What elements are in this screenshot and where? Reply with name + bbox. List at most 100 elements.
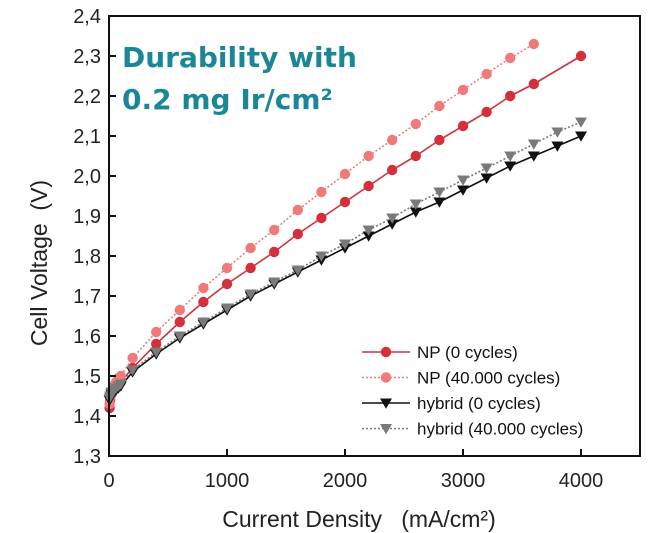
data-point xyxy=(126,365,139,376)
legend-label: hybrid (0 cycles) xyxy=(417,394,541,413)
legend-label: hybrid (40.000 cycles) xyxy=(417,420,583,439)
x-axis-title: Current Density (mA/cm²) xyxy=(222,506,495,532)
data-point xyxy=(481,106,492,118)
data-point xyxy=(362,225,375,236)
data-point xyxy=(291,265,304,276)
data-point xyxy=(575,117,587,128)
data-point xyxy=(409,199,422,210)
data-point xyxy=(315,251,328,262)
data-point xyxy=(551,141,564,152)
legend-item: NP (0 cycles) xyxy=(362,343,518,362)
data-point xyxy=(386,213,399,224)
data-point xyxy=(245,262,256,274)
data-point xyxy=(174,304,185,316)
data-point xyxy=(221,262,233,274)
data-point xyxy=(527,151,540,162)
legend-label: NP (0 cycles) xyxy=(417,343,518,362)
data-point xyxy=(480,163,493,174)
data-point xyxy=(316,186,327,198)
data-point xyxy=(410,118,421,130)
data-point xyxy=(127,352,138,364)
legend-marker xyxy=(380,372,392,383)
y-tick-label: 1,9 xyxy=(73,206,101,228)
data-point xyxy=(575,131,587,142)
legend-item: NP (40.000 cycles) xyxy=(362,369,560,388)
y-axis-title: Cell Voltage (V) xyxy=(26,180,52,346)
data-point xyxy=(151,326,162,338)
data-point xyxy=(387,134,398,146)
data-point xyxy=(363,180,374,192)
headline-line-2: 0.2 mg Ir/cm² xyxy=(122,83,333,116)
data-point xyxy=(434,100,445,112)
data-point xyxy=(198,296,209,308)
data-point xyxy=(457,84,469,96)
data-point xyxy=(292,204,303,216)
y-tick-label: 2,0 xyxy=(73,166,101,188)
data-point xyxy=(527,139,540,150)
y-tick-label: 1,7 xyxy=(73,286,101,308)
y-tick-label: 2,4 xyxy=(73,6,101,28)
data-point xyxy=(339,239,351,250)
data-point xyxy=(198,282,209,294)
data-point xyxy=(387,164,398,176)
y-tick-label: 1,6 xyxy=(73,326,101,348)
y-tick-label: 2,2 xyxy=(73,86,101,108)
data-point xyxy=(221,303,233,314)
legend: NP (0 cycles) NP (40.000 cycles) hybrid (0… xyxy=(362,343,583,439)
data-point xyxy=(362,231,375,242)
data-point xyxy=(433,187,446,198)
data-point xyxy=(197,317,210,328)
ticks-layer: 0 1000 2000 3000 4000 1,3 1,4 1,5 1,6 1,7 1,8 1,9 2,… xyxy=(73,6,603,492)
legend-marker xyxy=(380,424,392,435)
data-point xyxy=(504,161,517,172)
data-point xyxy=(528,78,539,90)
data-point xyxy=(505,90,516,102)
x-tick-label: 4000 xyxy=(559,470,604,492)
legend-marker xyxy=(380,346,392,358)
data-point xyxy=(457,175,469,186)
legend-label: NP (40.000 cycles) xyxy=(417,369,560,388)
data-point xyxy=(339,196,351,208)
y-tick-label: 1,3 xyxy=(73,446,101,468)
y-tick-label: 1,8 xyxy=(73,246,101,268)
data-point xyxy=(481,68,492,80)
x-tick-label: 1000 xyxy=(205,470,250,492)
data-point xyxy=(433,197,446,208)
data-point xyxy=(114,379,127,390)
data-point xyxy=(269,246,280,258)
y-tick-label: 2,1 xyxy=(73,126,101,148)
data-point xyxy=(245,242,256,254)
data-point xyxy=(504,151,517,162)
legend-marker xyxy=(380,398,392,409)
legend-item: hybrid (40.000 cycles) xyxy=(362,420,583,439)
y-tick-label: 1,4 xyxy=(73,406,101,428)
data-point xyxy=(268,277,281,288)
data-point xyxy=(339,168,351,180)
data-point xyxy=(480,173,493,184)
x-tick-label: 3000 xyxy=(441,470,486,492)
x-tick-label: 0 xyxy=(103,470,114,492)
series-4 xyxy=(103,117,587,404)
y-tick-label: 2,3 xyxy=(73,46,101,68)
data-point xyxy=(457,185,469,196)
data-point xyxy=(151,338,162,350)
data-point xyxy=(457,120,469,132)
data-point xyxy=(575,50,587,62)
y-tick-label: 1,5 xyxy=(73,366,101,388)
data-point xyxy=(115,370,127,382)
headline-line-1: Durability with xyxy=(122,41,357,74)
plot-frame xyxy=(108,15,641,457)
data-point xyxy=(316,212,327,224)
x-tick-label: 2000 xyxy=(323,470,368,492)
data-point xyxy=(409,207,422,218)
data-point xyxy=(386,219,399,230)
data-point xyxy=(269,224,280,236)
series-layer xyxy=(103,38,587,414)
data-point xyxy=(173,331,186,342)
data-point xyxy=(363,150,374,162)
data-point xyxy=(221,278,233,290)
legend-item: hybrid (0 cycles) xyxy=(362,394,541,413)
data-point xyxy=(244,289,257,300)
data-point xyxy=(292,228,303,240)
